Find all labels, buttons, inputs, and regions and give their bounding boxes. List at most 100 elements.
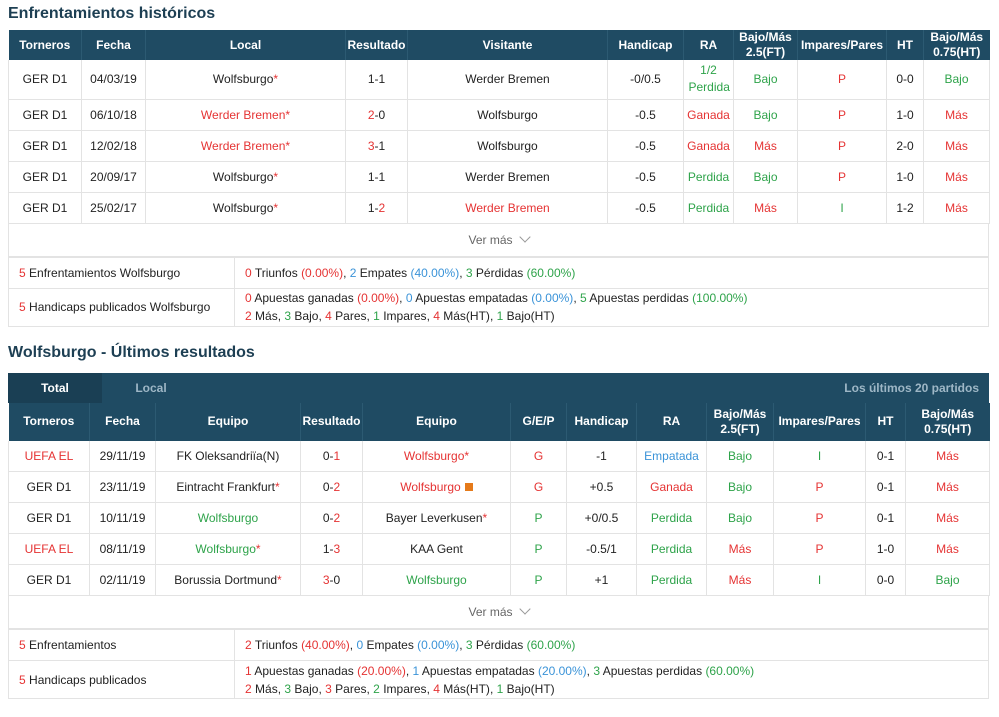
- recent-ver-mas-button[interactable]: Ver más: [8, 596, 989, 629]
- home-team-link: Wolfsburgo: [197, 511, 259, 525]
- tab-total[interactable]: Total: [8, 372, 102, 403]
- score-cell[interactable]: 1-2: [345, 192, 408, 224]
- home-team-link: FK Oleksandriïa(N): [176, 448, 280, 463]
- chevron-down-icon: [518, 603, 531, 615]
- away-team-cell[interactable]: Werder Bremen: [407, 161, 608, 193]
- ht-ou-cell: Bajo: [905, 564, 990, 596]
- away-team-cell[interactable]: Wolfsburgo: [407, 99, 608, 131]
- score-home: 0: [322, 480, 330, 494]
- ra-cell: Perdida: [636, 502, 707, 534]
- league-cell: GER D1: [8, 564, 90, 596]
- home-star: *: [285, 107, 291, 122]
- column-header: HT: [865, 402, 906, 441]
- tab-local[interactable]: Local: [135, 380, 167, 395]
- away-team-cell[interactable]: Werder Bremen: [407, 60, 608, 100]
- away-team-cell[interactable]: Werder Bremen: [407, 192, 608, 224]
- away-team-cell[interactable]: Wolfsburgo: [407, 130, 608, 162]
- league-cell: GER D1: [8, 161, 82, 193]
- warning-flag-icon: [464, 483, 473, 491]
- ver-mas-label: Ver más: [468, 605, 513, 619]
- score-cell[interactable]: 0-1: [300, 440, 363, 472]
- ou-value: Bajo: [727, 448, 753, 463]
- score-cell[interactable]: 3-1: [345, 130, 408, 162]
- ra-value: Perdida: [650, 542, 693, 556]
- date-cell: 06/10/18: [81, 99, 146, 131]
- date-cell: 29/11/19: [89, 440, 156, 472]
- ou-cell: Más: [733, 192, 798, 224]
- ht-cell: 0-0: [865, 564, 906, 596]
- ra-cell: Perdida: [636, 533, 707, 565]
- h2h-title: Enfrentamientos históricos: [8, 5, 216, 22]
- home-team-cell[interactable]: Werder Bremen*: [145, 130, 346, 162]
- ht-ou-value: Bajo: [935, 573, 960, 587]
- date-label: 10/11/19: [99, 511, 146, 525]
- score-cell[interactable]: 0-2: [300, 502, 363, 534]
- column-header: G/E/P: [510, 402, 567, 441]
- ht-value: 2-0: [896, 138, 914, 153]
- league-label: GER D1: [22, 138, 68, 153]
- oe-value: P: [837, 72, 846, 87]
- home-star: *: [277, 573, 282, 587]
- away-team-cell[interactable]: Wolfsburgo*: [362, 440, 511, 472]
- score-cell[interactable]: 3-0: [300, 564, 363, 596]
- ht-cell: 1-0: [886, 161, 924, 193]
- home-team-cell[interactable]: Borussia Dortmund*: [155, 564, 301, 596]
- recent-table-wrap: Total Local Los últimos 20 partidos Torn…: [8, 372, 990, 699]
- away-team-cell[interactable]: Wolfsburgo: [362, 471, 511, 503]
- league-cell: UEFA EL: [8, 533, 90, 565]
- home-team-cell[interactable]: Eintracht Frankfurt*: [155, 471, 301, 503]
- ht-ou-value: Más: [936, 511, 959, 525]
- score-cell[interactable]: 1-3: [300, 533, 363, 565]
- score-cell[interactable]: 1-1: [345, 60, 408, 100]
- ra-value: Perdida: [650, 511, 693, 525]
- home-team-cell[interactable]: Wolfsburgo: [155, 502, 301, 534]
- ht-ou-cell: Más: [905, 502, 990, 534]
- score-cell[interactable]: 0-2: [300, 471, 363, 503]
- away-team-link: Wolfsburgo: [477, 138, 538, 153]
- home-star: *: [285, 138, 291, 153]
- home-team-link: Wolfsburgo: [212, 200, 274, 215]
- away-team-link: Werder Bremen: [465, 169, 550, 184]
- ou-value: Bajo: [753, 169, 778, 184]
- league-label: GER D1: [22, 107, 68, 122]
- h2h-ver-mas-button[interactable]: Ver más: [8, 223, 989, 257]
- ou-cell: Más: [706, 564, 774, 596]
- league-label: GER D1: [22, 200, 68, 215]
- score-away: 0: [378, 107, 386, 122]
- league-cell: GER D1: [8, 99, 82, 131]
- oe-value: P: [837, 169, 846, 184]
- away-star: *: [464, 448, 470, 463]
- summary-results: 2 Triunfos (40.00%), 0 Empates (0.00%), …: [234, 629, 989, 661]
- ra-value: Perdida: [687, 169, 730, 184]
- score-cell[interactable]: 2-0: [345, 99, 408, 131]
- score-home: 2: [367, 107, 375, 122]
- last-matches-label: Los últimos 20 partidos: [844, 380, 979, 395]
- away-team-cell[interactable]: KAA Gent: [362, 533, 511, 565]
- date-label: 04/03/19: [90, 72, 137, 87]
- ht-cell: 1-0: [886, 99, 924, 131]
- gep-cell: G: [510, 471, 567, 503]
- gep-value: P: [534, 573, 543, 587]
- home-team-cell[interactable]: Wolfsburgo*: [145, 192, 346, 224]
- column-header: Bajo/Más 0.75(HT): [923, 30, 990, 60]
- home-team-cell[interactable]: Wolfsburgo*: [145, 161, 346, 193]
- home-team-cell[interactable]: Werder Bremen*: [145, 99, 346, 131]
- score-cell[interactable]: 1-1: [345, 161, 408, 193]
- summary-handicaps: 0 Apuestas ganadas (0.00%), 0 Apuestas e…: [234, 287, 989, 327]
- handicap-value: -1: [596, 448, 607, 463]
- ra-value: Ganada: [687, 138, 730, 153]
- ou-value: Bajo: [753, 72, 778, 87]
- away-team-cell[interactable]: Wolfsburgo: [362, 564, 511, 596]
- home-team-link: Wolfsburgo: [212, 169, 274, 184]
- home-team-link: Wolfsburgo: [212, 72, 274, 87]
- ht-cell: 2-0: [886, 130, 924, 162]
- h2h-table-wrap: Torneros Fecha Local Resultado Visitante Hand…: [8, 30, 990, 327]
- ou-cell: Más: [733, 130, 798, 162]
- date-cell: 04/03/19: [81, 60, 146, 100]
- home-team-cell[interactable]: Wolfsburgo*: [145, 60, 346, 100]
- home-team-cell[interactable]: FK Oleksandriïa(N): [155, 440, 301, 472]
- ra-cell: Perdida: [683, 161, 734, 193]
- ou-value: Más: [754, 138, 777, 153]
- home-team-cell[interactable]: Wolfsburgo*: [155, 533, 301, 565]
- away-team-cell[interactable]: Bayer Leverkusen*: [362, 502, 511, 534]
